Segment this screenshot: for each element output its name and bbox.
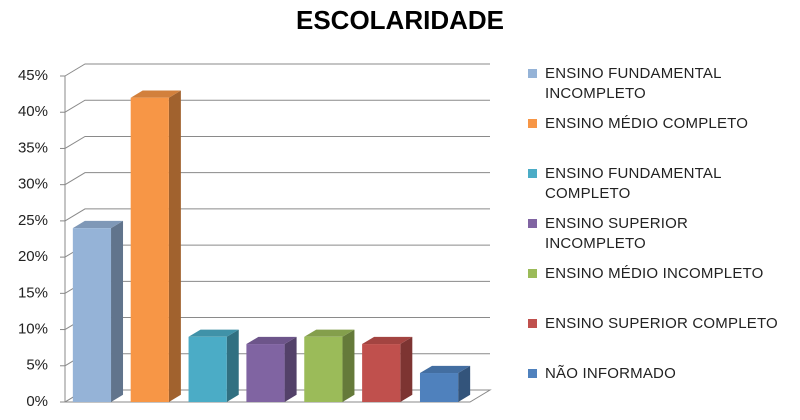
legend-item: NÃO INFORMADO <box>528 364 790 384</box>
grid-line <box>64 135 490 149</box>
back-wall <box>85 64 490 390</box>
bar-side <box>342 329 355 402</box>
bar-side <box>168 90 181 403</box>
legend-label: ENSINO FUNDAMENTAL INCOMPLETO <box>545 65 722 102</box>
legend-item: ENSINO SUPERIOR INCOMPLETO <box>528 214 790 254</box>
y-tick-label: 30% <box>18 176 48 193</box>
bar-top <box>362 336 413 345</box>
grid-line <box>64 208 490 222</box>
bar <box>304 336 343 402</box>
bar-top <box>246 336 297 345</box>
y-tick-label: 20% <box>18 248 48 265</box>
bar-side <box>458 365 471 402</box>
bar-top <box>419 365 471 374</box>
y-tick-label: 10% <box>18 321 48 338</box>
legend-swatch <box>528 69 537 78</box>
legend-item: ENSINO FUNDAMENTAL INCOMPLETO <box>528 64 790 104</box>
legend-label: ENSINO MÉDIO INCOMPLETO <box>545 265 764 282</box>
bar-side <box>284 336 297 402</box>
chart-title: ESCOLARIDADE <box>296 5 504 35</box>
y-tick-label: 40% <box>18 103 48 120</box>
y-tick-label: 25% <box>18 212 48 229</box>
legend-label: NÃO INFORMADO <box>545 365 676 382</box>
bar <box>246 344 285 402</box>
bar-top <box>188 329 239 337</box>
legend-item: ENSINO FUNDAMENTAL COMPLETO <box>528 164 790 204</box>
legend-item: ENSINO MÉDIO COMPLETO <box>528 114 790 134</box>
grid-line <box>64 99 490 113</box>
bar-side <box>400 336 413 402</box>
bar <box>72 228 112 402</box>
legend-swatch <box>528 219 537 228</box>
legend-swatch <box>528 269 537 278</box>
legend-label: ENSINO FUNDAMENTAL COMPLETO <box>545 165 722 202</box>
bar-top <box>72 220 124 229</box>
legend-swatch <box>528 119 537 128</box>
legend-item: ENSINO MÉDIO INCOMPLETO <box>528 264 790 284</box>
legend-label: ENSINO SUPERIOR COMPLETO <box>545 315 778 332</box>
bar <box>188 336 227 402</box>
bar-top <box>304 329 355 337</box>
bar-side <box>111 220 124 402</box>
y-tick-label: 35% <box>18 139 48 156</box>
legend-label: ENSINO SUPERIOR INCOMPLETO <box>545 215 689 252</box>
legend-swatch <box>528 369 537 378</box>
y-tick-label: 5% <box>26 357 48 374</box>
bar-top <box>130 90 181 98</box>
legend-swatch <box>528 319 537 328</box>
legend-swatch <box>528 169 537 178</box>
y-tick-label: 0% <box>26 393 48 410</box>
legend-item: ENSINO SUPERIOR COMPLETO <box>528 314 790 334</box>
bar-side <box>226 329 239 402</box>
y-tick-label: 45% <box>18 67 48 84</box>
bar <box>130 97 169 402</box>
legend-label: ENSINO MÉDIO COMPLETO <box>545 115 749 132</box>
bar <box>419 373 459 402</box>
grid-line <box>64 63 490 77</box>
y-tick-label: 15% <box>18 284 48 301</box>
grid-line <box>64 172 490 186</box>
bar <box>362 344 401 402</box>
